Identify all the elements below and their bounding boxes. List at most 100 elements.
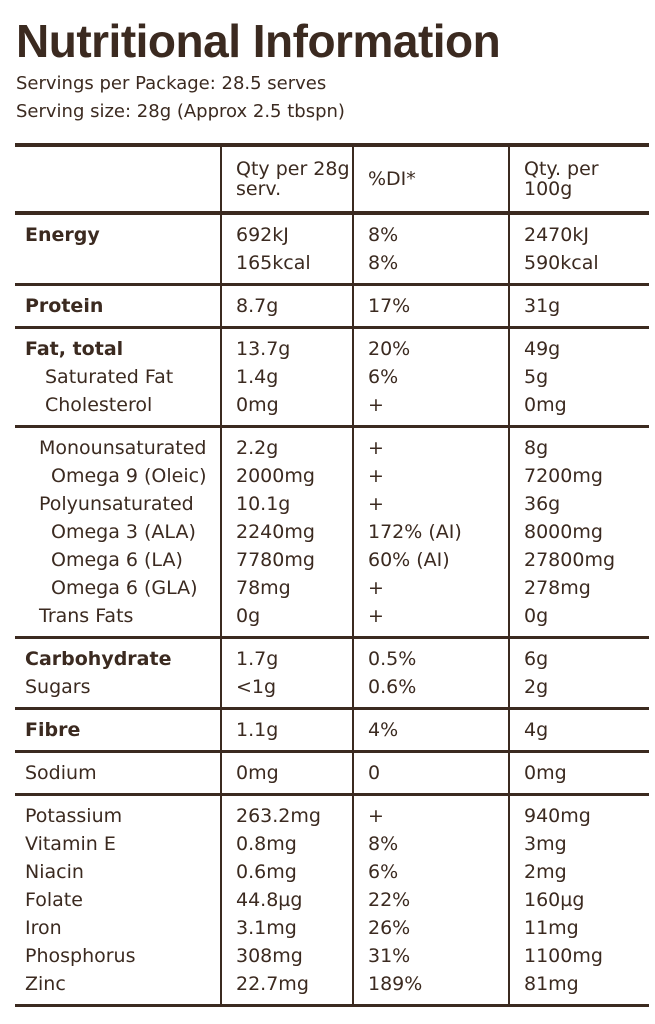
nutrient-value: 4% — [352, 710, 508, 750]
nutrient-value: 8g — [508, 428, 649, 462]
nutrient-label: Fibre — [25, 719, 81, 741]
nutrient-value: 189% — [352, 970, 508, 1004]
row-group: Sodium 0mg 0 0mg — [15, 753, 649, 796]
nutrient-value: 1100mg — [508, 942, 649, 970]
nutrient-row: Omega 9 (Oleic) 2000mg +7200mg — [15, 462, 649, 490]
nutrient-label: Sugars — [25, 676, 91, 698]
nutrient-label: Carbohydrate — [25, 648, 172, 670]
nutrient-label: Omega 6 (LA) — [51, 549, 183, 571]
row-group: Potassium 263.2mg +940mg Vitamin E 0.8mg 8% 3m… — [15, 796, 649, 1007]
nutrient-row: Protein 8.7g 17% 31g — [15, 286, 649, 326]
nutrient-value: 8% — [352, 215, 508, 249]
nutrient-row: Energy 692kJ 8% 2470kJ — [15, 215, 649, 249]
nutrient-value: 2g — [508, 673, 649, 707]
header-row: Qty per 28g serv. %DI* Qty. per 100g — [15, 147, 649, 215]
nutrient-row: Monounsaturated 2.2g +8g — [15, 428, 649, 462]
nutrient-row: Omega 6 (GLA) 78mg +278mg — [15, 574, 649, 602]
title: Nutritional Information — [16, 15, 501, 67]
row-group: Monounsaturated 2.2g +8g Omega 9 (Oleic) 200… — [15, 428, 649, 639]
header-cell — [15, 147, 220, 211]
nutrient-value: 2240mg — [220, 518, 352, 546]
nutrient-value: + — [352, 428, 508, 462]
nutrient-value: 3.1mg — [220, 914, 352, 942]
nutrient-value: 308mg — [220, 942, 352, 970]
nutrient-value: 27800mg — [508, 546, 649, 574]
nutrient-label: Niacin — [25, 861, 84, 883]
nutrient-label: Trans Fats — [39, 605, 134, 627]
nutrient-label: Energy — [25, 224, 100, 246]
nutrient-value: + — [352, 462, 508, 490]
nutrient-label: Monounsaturated — [39, 437, 207, 459]
nutrient-row: Saturated Fat 1.4g 6% 5g — [15, 363, 649, 391]
nutrient-value: 60% (AI) — [352, 546, 508, 574]
serving-size: Serving size: 28g (Approx 2.5 tbspn) — [16, 101, 345, 122]
nutrient-value: 0g — [220, 602, 352, 636]
nutrient-value: 22% — [352, 886, 508, 914]
nutrient-value: <1g — [220, 673, 352, 707]
nutrient-value: 81mg — [508, 970, 649, 1004]
nutrient-value: + — [352, 490, 508, 518]
nutrient-value: 22.7mg — [220, 970, 352, 1004]
nutrient-value: 13.7g — [220, 329, 352, 363]
nutrient-value: 940mg — [508, 796, 649, 830]
nutrient-value: 36g — [508, 490, 649, 518]
nutrient-value: 26% — [352, 914, 508, 942]
nutrient-value: 4g — [508, 710, 649, 750]
nutrient-value: 31% — [352, 942, 508, 970]
nutrient-value: 8% — [352, 249, 508, 283]
nutrient-value: 0.6mg — [220, 858, 352, 886]
nutrient-value: 278mg — [508, 574, 649, 602]
nutrient-value: + — [352, 391, 508, 425]
nutrient-row: 165kcal 8% 590kcal — [15, 249, 649, 283]
nutrient-label: Phosphorus — [25, 945, 136, 967]
nutrient-value: 0mg — [508, 391, 649, 425]
nutrient-label: Omega 6 (GLA) — [51, 577, 198, 599]
nutrient-label: Protein — [25, 295, 104, 317]
nutrient-label: Sodium — [25, 762, 97, 784]
nutrient-row: Phosphorus 308mg 31% 1100mg — [15, 942, 649, 970]
nutrient-label: Folate — [25, 889, 83, 911]
nutrient-value: 2470kJ — [508, 215, 649, 249]
nutrient-value: 0g — [508, 602, 649, 636]
nutrient-value: 2.2g — [220, 428, 352, 462]
nutrient-value: 20% — [352, 329, 508, 363]
nutrient-value: 10.1g — [220, 490, 352, 518]
nutrient-label: Zinc — [25, 973, 66, 995]
nutrient-value: 17% — [352, 286, 508, 326]
nutrient-value: + — [352, 602, 508, 636]
nutrient-value: 8000mg — [508, 518, 649, 546]
nutrient-value: 3mg — [508, 830, 649, 858]
nutrient-value: 0mg — [508, 753, 649, 793]
row-group: Fat, total 13.7g 20% 49g Saturated Fat 1.4g 6%… — [15, 329, 649, 428]
nutrient-label: Omega 3 (ALA) — [51, 521, 196, 543]
row-group: Energy 692kJ 8% 2470kJ 165kcal 8% 590kcal — [15, 215, 649, 286]
nutrient-value: + — [352, 796, 508, 830]
nutrient-value: + — [352, 574, 508, 602]
nutrient-value: 2mg — [508, 858, 649, 886]
servings: Servings per Package: 28.5 serves — [16, 73, 327, 94]
nutrient-label: Iron — [25, 917, 62, 939]
nutrient-row: Omega 6 (LA) 7780mg 60% (AI) 27800mg — [15, 546, 649, 574]
nutrient-label: Potassium — [25, 805, 123, 827]
nutrient-value: 0.8mg — [220, 830, 352, 858]
nutrient-row: Carbohydrate 1.7g 0.5% 6g — [15, 639, 649, 673]
nutrient-row: Omega 3 (ALA) 2240mg 172% (AI) 8000mg — [15, 518, 649, 546]
nutrient-value: 6% — [352, 363, 508, 391]
nutrient-row: Trans Fats 0g +0g — [15, 602, 649, 636]
nutrient-value: 263.2mg — [220, 796, 352, 830]
header-cell: Qty. per 100g — [508, 147, 649, 211]
nutrient-row: Vitamin E 0.8mg 8% 3mg — [15, 830, 649, 858]
nutrient-value: 172% (AI) — [352, 518, 508, 546]
nutrient-row: Cholesterol 0mg +0mg — [15, 391, 649, 425]
nutrient-value: 5g — [508, 363, 649, 391]
nutrient-label: Polyunsaturated — [39, 493, 194, 515]
nutrient-value: 1.4g — [220, 363, 352, 391]
nutrient-value: 44.8µg — [220, 886, 352, 914]
nutrient-value: 7200mg — [508, 462, 649, 490]
nutrient-value: 11mg — [508, 914, 649, 942]
nutrient-label: Omega 9 (Oleic) — [51, 465, 207, 487]
nutrient-row: Fibre 1.1g 4% 4g — [15, 710, 649, 750]
nutrient-value: 7780mg — [220, 546, 352, 574]
nutrient-value: 0.6% — [352, 673, 508, 707]
nutrient-value: 6% — [352, 858, 508, 886]
